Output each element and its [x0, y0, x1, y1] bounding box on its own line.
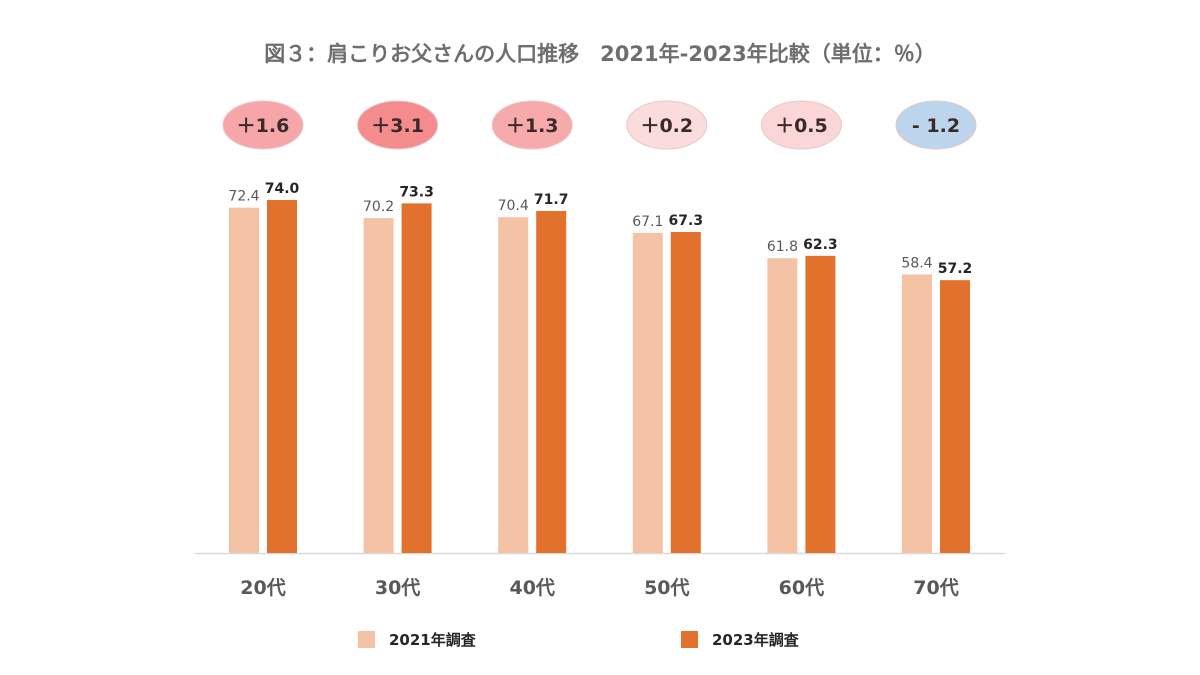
change-badge-label: ＋0.2	[640, 115, 693, 137]
data-label-2023: 57.2	[938, 261, 973, 277]
bar-2023	[536, 210, 567, 553]
change-badge	[491, 100, 573, 150]
category-label: 60代	[779, 577, 824, 599]
category-label: 70代	[913, 577, 958, 599]
bar-2023	[401, 203, 432, 553]
data-label-2023: 67.3	[669, 213, 704, 229]
data-label-2021: 70.4	[498, 198, 529, 214]
change-badge	[357, 100, 439, 150]
category-label: 40代	[509, 577, 554, 599]
legend-swatch-2023	[681, 631, 698, 648]
legend-item-2023: 2023年調査	[681, 629, 799, 650]
category-label: 20代	[240, 577, 285, 599]
data-label-2021: 61.8	[767, 239, 798, 255]
data-label-2021: 72.4	[228, 189, 259, 205]
chart-title: 図３：肩こりお父さんの人口推移 2021年-2023年比較（単位：％）	[264, 42, 936, 66]
legend-swatch-2021	[358, 631, 375, 648]
bar-2021	[498, 217, 529, 553]
bar-2021	[767, 258, 798, 553]
legend-label-2023: 2023年調査	[712, 631, 799, 649]
bar-2023	[805, 255, 836, 554]
change-badge-label: - 1.2	[912, 115, 960, 137]
category-label: 30代	[375, 577, 420, 599]
bar-2023	[267, 200, 297, 553]
bar-2023	[940, 280, 970, 553]
data-label-2021: 67.1	[632, 214, 663, 230]
data-label-2023: 71.7	[534, 192, 569, 208]
change-badge-label: ＋1.6	[237, 115, 290, 137]
bar-2023	[670, 231, 701, 553]
change-badge	[626, 100, 708, 150]
change-badge	[895, 100, 977, 150]
change-badge-label: ＋1.3	[506, 115, 559, 137]
legend-item-2021: 2021年調査	[358, 629, 476, 650]
data-label-2021: 70.2	[363, 199, 394, 215]
legend-label-2021: 2021年調査	[389, 631, 476, 649]
change-badge	[760, 100, 842, 150]
bar-2021	[902, 274, 932, 553]
category-label: 50代	[644, 577, 689, 599]
change-badge	[222, 100, 304, 150]
data-label-2021: 58.4	[901, 255, 932, 271]
change-badge-label: ＋0.5	[775, 115, 828, 137]
bar-2021	[632, 232, 663, 554]
bar-2021	[363, 218, 394, 553]
data-label-2023: 62.3	[803, 237, 838, 253]
data-label-2023: 74.0	[265, 181, 300, 197]
bar-2021	[229, 207, 259, 554]
data-label-2023: 73.3	[399, 184, 434, 200]
change-badge-label: ＋3.1	[371, 115, 424, 137]
